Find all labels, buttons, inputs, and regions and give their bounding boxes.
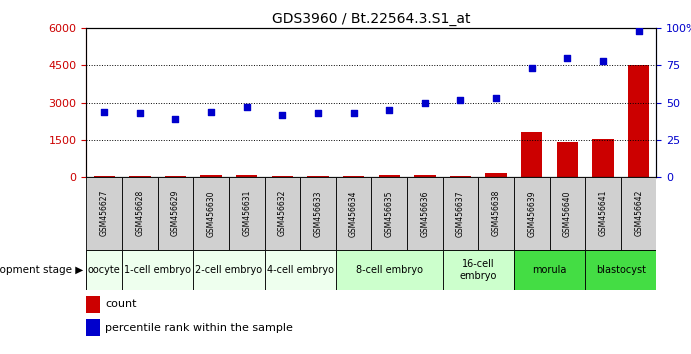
Bar bbox=[307, 176, 329, 177]
Text: GSM456633: GSM456633 bbox=[314, 190, 323, 236]
Text: 8-cell embryo: 8-cell embryo bbox=[356, 265, 423, 275]
Text: 1-cell embryo: 1-cell embryo bbox=[124, 265, 191, 275]
FancyBboxPatch shape bbox=[336, 250, 443, 290]
Point bbox=[527, 65, 538, 71]
Point bbox=[633, 28, 644, 34]
FancyBboxPatch shape bbox=[229, 177, 265, 250]
Bar bbox=[379, 175, 400, 177]
Text: morula: morula bbox=[532, 265, 567, 275]
Bar bbox=[200, 175, 222, 177]
Point bbox=[384, 107, 395, 113]
Text: GSM456639: GSM456639 bbox=[527, 190, 536, 236]
FancyBboxPatch shape bbox=[300, 177, 336, 250]
Point bbox=[455, 97, 466, 103]
Text: GSM456642: GSM456642 bbox=[634, 190, 643, 236]
FancyBboxPatch shape bbox=[265, 250, 336, 290]
Text: 2-cell embryo: 2-cell embryo bbox=[196, 265, 263, 275]
FancyBboxPatch shape bbox=[86, 177, 122, 250]
FancyBboxPatch shape bbox=[443, 177, 478, 250]
Text: 4-cell embryo: 4-cell embryo bbox=[267, 265, 334, 275]
Text: GSM456637: GSM456637 bbox=[456, 190, 465, 236]
Point bbox=[205, 109, 216, 114]
FancyBboxPatch shape bbox=[514, 250, 585, 290]
Bar bbox=[86, 296, 100, 313]
Bar bbox=[450, 176, 471, 177]
Text: GSM456635: GSM456635 bbox=[385, 190, 394, 236]
Text: GSM456630: GSM456630 bbox=[207, 190, 216, 236]
Bar bbox=[485, 173, 507, 177]
Point bbox=[598, 58, 609, 64]
FancyBboxPatch shape bbox=[407, 177, 443, 250]
FancyBboxPatch shape bbox=[158, 177, 193, 250]
Text: GSM456638: GSM456638 bbox=[491, 190, 500, 236]
Text: GSM456628: GSM456628 bbox=[135, 190, 144, 236]
FancyBboxPatch shape bbox=[585, 177, 621, 250]
Text: development stage ▶: development stage ▶ bbox=[0, 265, 83, 275]
FancyBboxPatch shape bbox=[478, 177, 514, 250]
FancyBboxPatch shape bbox=[122, 177, 158, 250]
FancyBboxPatch shape bbox=[86, 250, 122, 290]
Point bbox=[277, 112, 288, 118]
Bar bbox=[414, 175, 435, 177]
Bar bbox=[557, 142, 578, 177]
Text: GSM456634: GSM456634 bbox=[349, 190, 358, 236]
Text: GSM456627: GSM456627 bbox=[100, 190, 108, 236]
Point bbox=[99, 109, 110, 114]
FancyBboxPatch shape bbox=[585, 250, 656, 290]
Point bbox=[562, 55, 573, 61]
Bar bbox=[236, 175, 257, 177]
FancyBboxPatch shape bbox=[443, 250, 514, 290]
Bar bbox=[628, 65, 650, 177]
Bar bbox=[592, 139, 614, 177]
FancyBboxPatch shape bbox=[265, 177, 300, 250]
Bar bbox=[272, 176, 293, 177]
FancyBboxPatch shape bbox=[549, 177, 585, 250]
FancyBboxPatch shape bbox=[122, 250, 193, 290]
Bar bbox=[129, 176, 151, 177]
Title: GDS3960 / Bt.22564.3.S1_at: GDS3960 / Bt.22564.3.S1_at bbox=[272, 12, 471, 26]
Point bbox=[348, 110, 359, 116]
Point bbox=[312, 110, 323, 116]
FancyBboxPatch shape bbox=[336, 177, 371, 250]
Bar bbox=[93, 176, 115, 177]
FancyBboxPatch shape bbox=[193, 177, 229, 250]
Bar bbox=[86, 319, 100, 336]
Text: percentile rank within the sample: percentile rank within the sample bbox=[105, 323, 293, 333]
Text: GSM456629: GSM456629 bbox=[171, 190, 180, 236]
FancyBboxPatch shape bbox=[193, 250, 265, 290]
FancyBboxPatch shape bbox=[621, 177, 656, 250]
Point bbox=[241, 104, 252, 110]
Point bbox=[419, 100, 430, 105]
Text: GSM456631: GSM456631 bbox=[243, 190, 252, 236]
Text: oocyte: oocyte bbox=[88, 265, 120, 275]
Point bbox=[170, 116, 181, 122]
Text: blastocyst: blastocyst bbox=[596, 265, 646, 275]
Text: count: count bbox=[105, 299, 137, 309]
Text: 16-cell
embryo: 16-cell embryo bbox=[460, 259, 497, 281]
Text: GSM456640: GSM456640 bbox=[563, 190, 572, 236]
Text: GSM456636: GSM456636 bbox=[420, 190, 429, 236]
Point bbox=[491, 95, 502, 101]
Bar bbox=[521, 132, 542, 177]
Bar bbox=[164, 176, 186, 177]
FancyBboxPatch shape bbox=[371, 177, 407, 250]
Text: GSM456641: GSM456641 bbox=[598, 190, 607, 236]
Text: GSM456632: GSM456632 bbox=[278, 190, 287, 236]
Bar bbox=[343, 176, 364, 177]
Point bbox=[134, 110, 145, 116]
FancyBboxPatch shape bbox=[514, 177, 549, 250]
